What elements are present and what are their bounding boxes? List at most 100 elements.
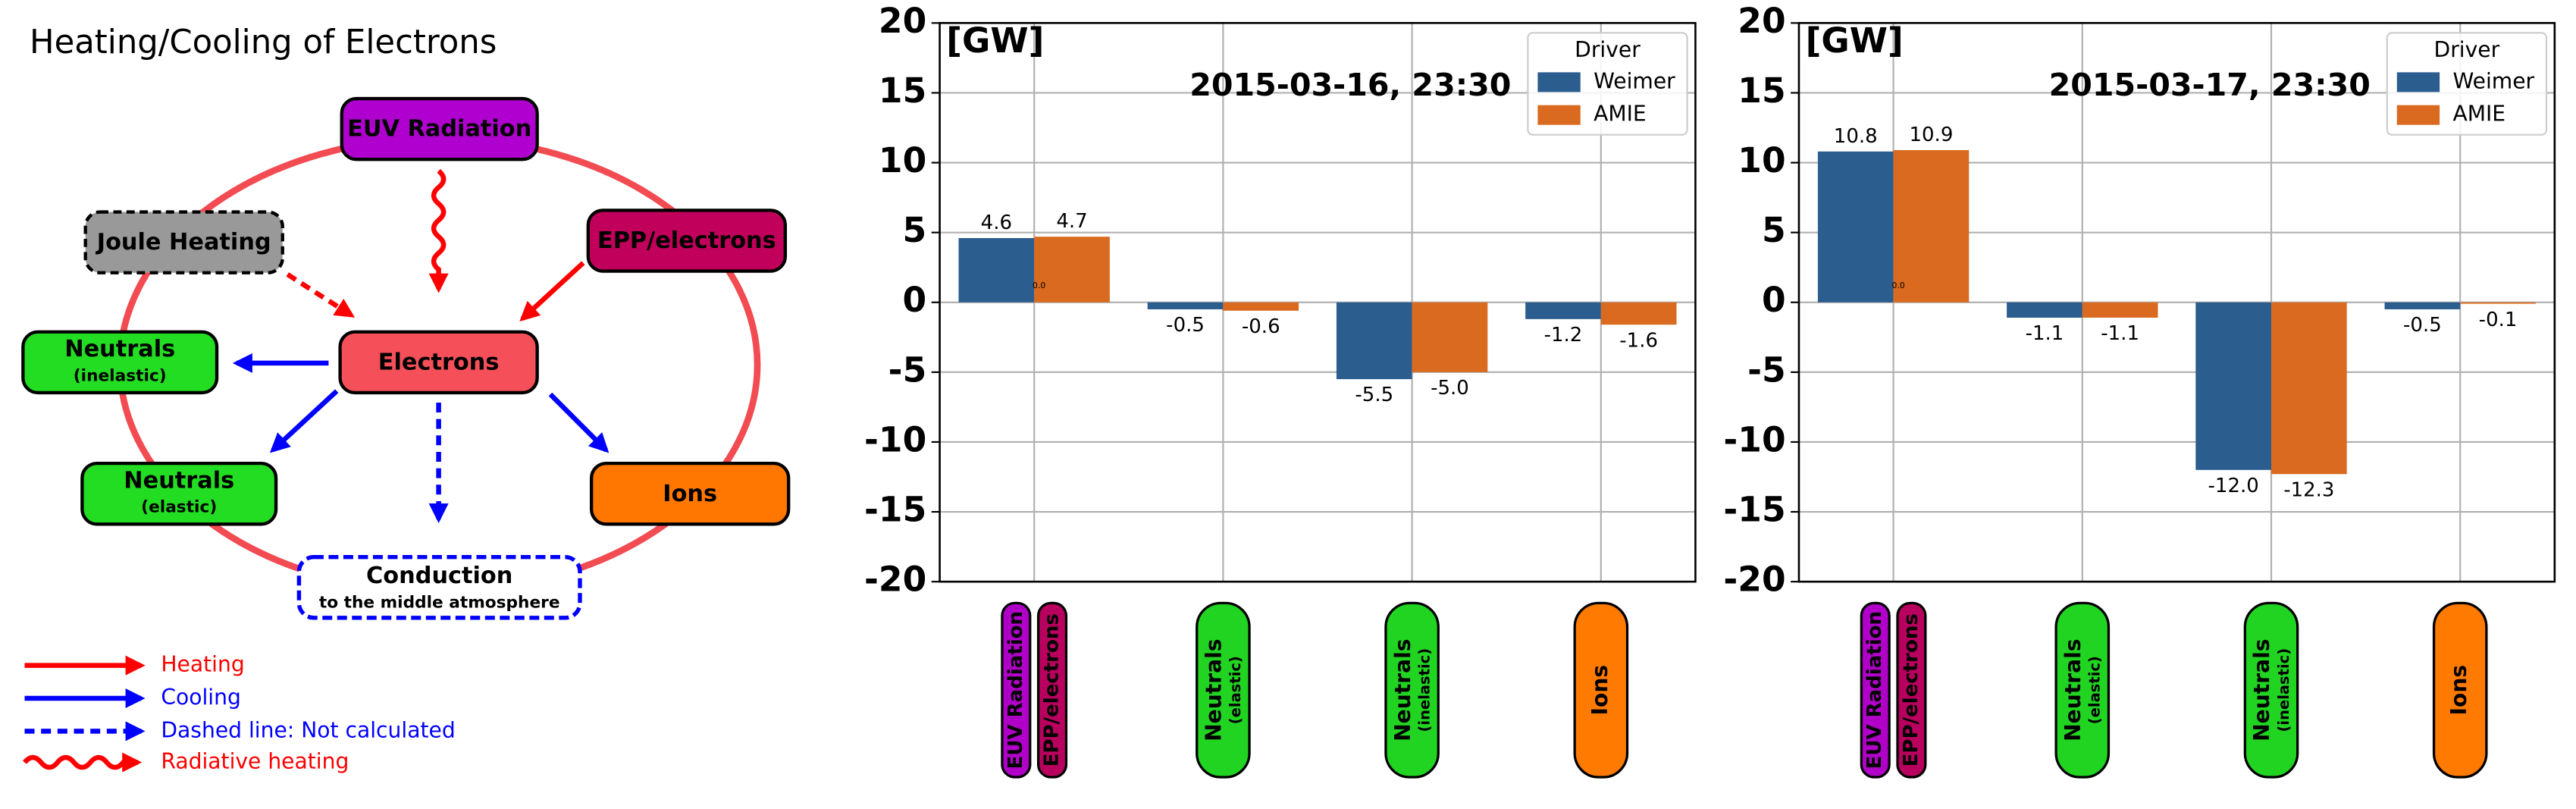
node-label: EUV Radiation (347, 116, 531, 143)
legend-label: Cooling (161, 685, 240, 710)
category-pill (1001, 601, 1032, 779)
value-label: 4.6 (981, 212, 1012, 234)
chart: -20 -15 -10 -5 0 5 10 15 20 4.6 -0.5 -5.5 -1.2 4.7 -0.… (864, 1, 1697, 779)
node-sublabel: (inelastic) (74, 366, 167, 385)
x-tick-sublabel: (inelastic) (1415, 648, 1433, 732)
y-tick-label: 5 (1762, 210, 1786, 250)
arrow (269, 389, 339, 453)
bar (1817, 151, 1894, 303)
x-tick-label: Neutrals (2249, 638, 2274, 741)
legend-title: Driver (1575, 37, 1641, 62)
y-tick-label: 15 (1738, 71, 1785, 111)
x-tick-label: Ions (2446, 665, 2471, 716)
node (21, 330, 219, 395)
x-tick-label: Neutrals (1390, 638, 1415, 741)
y-tick-label: 10 (879, 140, 926, 180)
legend-swatch (1537, 105, 1581, 125)
legend-label: Weimer (2452, 68, 2534, 93)
bar (1412, 302, 1488, 372)
y-axis-label: [GW] (1806, 20, 1904, 61)
value-label: -5.5 (1355, 384, 1393, 406)
node-label: EPP/electrons (597, 227, 776, 254)
y-tick-label: 15 (879, 71, 926, 111)
value-label: -0.5 (1166, 314, 1205, 337)
x-tick-label: Ions (1587, 665, 1612, 716)
category-pill (1860, 601, 1891, 779)
category-pill (1384, 601, 1440, 779)
bar (1147, 302, 1224, 309)
legend-label: AMIE (1594, 102, 1647, 127)
legend-swatch (1537, 72, 1581, 93)
legend-label: Weimer (1594, 68, 1675, 93)
node-label: Ions (663, 481, 717, 507)
value-label: -1.1 (2026, 322, 2064, 345)
x-tick-sublabel: (inelastic) (2275, 648, 2292, 732)
x-tick-sublabel: (elastic) (2086, 656, 2104, 724)
value-label: 10.9 (1909, 124, 1953, 146)
annotation: 0.0 (1891, 281, 1904, 290)
plot-frame (939, 22, 1697, 583)
chart-title: 2015-03-16, 23:30 (1189, 67, 1511, 103)
node (338, 330, 539, 395)
bar (1336, 302, 1412, 380)
x-tick-label: Neutrals (2060, 638, 2086, 741)
bar (2082, 302, 2158, 318)
bar (2195, 302, 2272, 470)
node-label: Conduction (366, 563, 512, 589)
y-tick-label: 5 (903, 210, 927, 250)
node-sublabel: to the middle atmosphere (319, 593, 560, 612)
x-tick-label: EUV Radiation (1863, 611, 1886, 769)
y-axis-label: [GW] (946, 20, 1044, 61)
y-tick-label: -10 (1723, 419, 1785, 459)
legend-label: Heating (161, 652, 244, 677)
bar (2007, 302, 2082, 318)
bar (1223, 302, 1299, 311)
legend-arrow (23, 752, 143, 773)
arrow (519, 261, 585, 321)
node-sublabel: (elastic) (141, 498, 217, 517)
value-label: -0.5 (2403, 314, 2442, 337)
bar (1600, 302, 1677, 325)
y-tick-label: 20 (1738, 1, 1785, 41)
legend-title: Driver (2434, 37, 2500, 62)
category-pill (1196, 601, 1251, 779)
category-pill (1573, 601, 1629, 779)
value-label: -5.0 (1431, 377, 1469, 400)
value-label: -0.6 (1242, 315, 1280, 338)
diagram: Heating/Cooling of Electrons EUV Radiati… (21, 24, 791, 774)
y-tick-label: -5 (1747, 350, 1786, 390)
bar (2384, 302, 2461, 309)
x-tick-label: EPP/electrons (1900, 613, 1923, 767)
x-tick-label: Neutrals (1202, 638, 1227, 741)
value-label: -1.1 (2101, 322, 2139, 345)
value-label: -1.2 (1544, 324, 1583, 346)
bar (1525, 302, 1601, 319)
value-label: -0.1 (2479, 309, 2518, 331)
y-tick-label: 10 (1738, 140, 1785, 180)
legend-label: Dashed line: Not calculated (161, 717, 455, 742)
x-tick-sublabel: (elastic) (1227, 656, 1244, 724)
y-tick-label: -20 (1723, 560, 1785, 600)
y-tick-label: 0 (1762, 280, 1786, 320)
annotation: 0.0 (1033, 281, 1045, 290)
category-pill (1896, 601, 1927, 779)
category-pill (2243, 601, 2299, 779)
value-label: 4.7 (1056, 210, 1087, 233)
y-tick-label: -15 (1723, 490, 1785, 530)
legend-label: AMIE (2452, 102, 2505, 127)
bar (1893, 149, 1970, 303)
node (83, 210, 284, 274)
arrow (548, 392, 610, 453)
node (296, 554, 582, 620)
y-tick-label: -15 (864, 490, 926, 530)
wavy-arrow (428, 168, 449, 293)
node-label: Joule Heating (96, 229, 271, 256)
y-tick-label: -20 (864, 560, 926, 600)
y-tick-label: -10 (864, 419, 926, 459)
bar (958, 238, 1035, 303)
y-tick-label: -5 (888, 350, 927, 390)
node (589, 461, 791, 526)
category-pill (2432, 601, 2488, 779)
legend-swatch (2396, 72, 2440, 93)
